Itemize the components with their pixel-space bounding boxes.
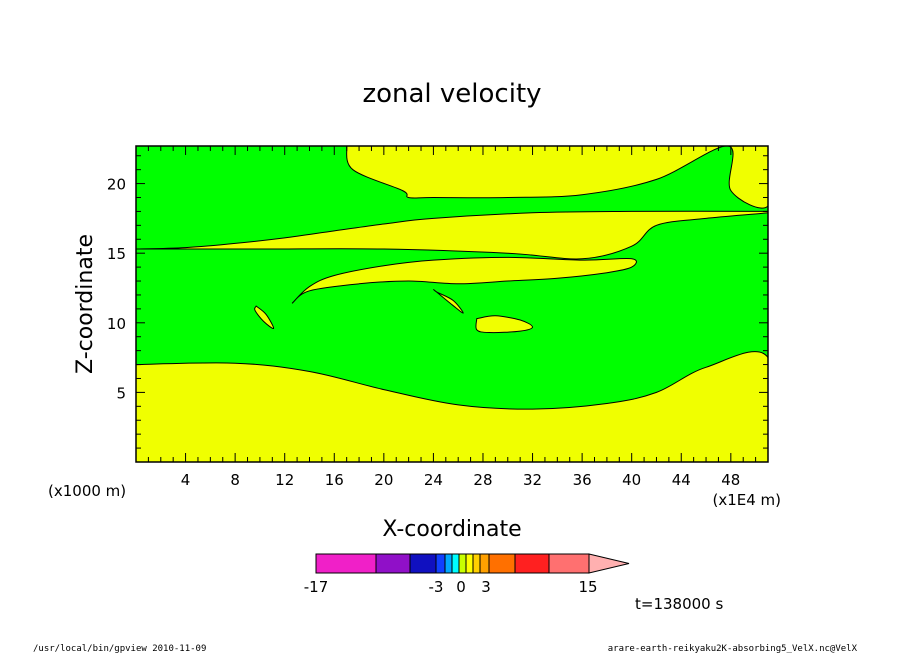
colorbar-segment-1 <box>315 553 377 574</box>
colorbar-label: 15 <box>578 578 597 596</box>
footer-left: /usr/local/bin/gpview 2010-11-09 <box>33 644 206 654</box>
x-tick-label: 48 <box>721 471 740 489</box>
x-tick-label: 12 <box>275 471 294 489</box>
colorbar-segment-6 <box>451 553 460 574</box>
y-axis-label: Z-coordinate <box>73 234 98 374</box>
plot-frame <box>135 145 769 463</box>
x-scale-label: (x1E4 m) <box>712 491 781 509</box>
y-tick-label: 15 <box>107 245 126 263</box>
x-tick-label: 16 <box>325 471 344 489</box>
contour-region-2 <box>136 210 768 260</box>
x-tick-label: 40 <box>622 471 641 489</box>
colorbar-segment-11 <box>488 553 516 574</box>
colorbar-label: -17 <box>304 578 329 596</box>
colorbar-label: 3 <box>481 578 491 596</box>
colorbar-segment-13 <box>548 553 590 574</box>
x-tick-label: 8 <box>230 471 240 489</box>
colorbar-segment-5 <box>444 553 453 574</box>
x-tick-label: 24 <box>424 471 443 489</box>
colorbar-segment-4 <box>435 553 446 574</box>
y-tick-label: 10 <box>107 315 126 333</box>
plot-area <box>135 145 769 463</box>
x-units-label: (x1000 m) <box>48 482 126 500</box>
contour-region-6 <box>433 288 464 314</box>
colorbar-segment-10 <box>479 553 490 574</box>
colorbar-label: -3 <box>429 578 444 596</box>
x-axis: 4 8 12 16 20 24 28 32 36 40 44 48 <box>181 471 741 489</box>
colorbar-segment-7 <box>458 553 467 574</box>
y-tick-label: 5 <box>116 384 126 402</box>
colorbar-segment-8 <box>465 553 474 574</box>
colorbar-extend-arrow <box>588 553 630 574</box>
colorbar-labels: -17 -3 0 3 15 <box>304 578 598 596</box>
colorbar-segment-12 <box>514 553 550 574</box>
x-tick-label: 28 <box>473 471 492 489</box>
colorbar <box>315 553 630 574</box>
x-tick-label: 44 <box>672 471 691 489</box>
colorbar-segment-3 <box>409 553 437 574</box>
x-tick-label: 20 <box>374 471 393 489</box>
chart-title: zonal velocity <box>362 79 541 109</box>
contour-region-5 <box>254 305 275 330</box>
time-annotation: t=138000 s <box>635 595 723 613</box>
x-tick-label: 32 <box>523 471 542 489</box>
colorbar-segment-2 <box>375 553 411 574</box>
y-axis: 5 10 15 20 <box>107 176 126 403</box>
colorbar-label: 0 <box>456 578 466 596</box>
x-tick-label: 36 <box>573 471 592 489</box>
x-tick-label: 4 <box>181 471 191 489</box>
contour-region-1 <box>136 351 768 462</box>
contour-region-4 <box>291 256 637 304</box>
contour-region-7 <box>475 315 534 334</box>
contour-region-3 <box>136 146 768 209</box>
colorbar-segment-9 <box>472 553 481 574</box>
y-tick-label: 20 <box>107 176 126 194</box>
footer-right: arare-earth-reikyaku2K-absorbing5_VelX.n… <box>608 644 858 654</box>
x-axis-label: X-coordinate <box>382 517 521 542</box>
